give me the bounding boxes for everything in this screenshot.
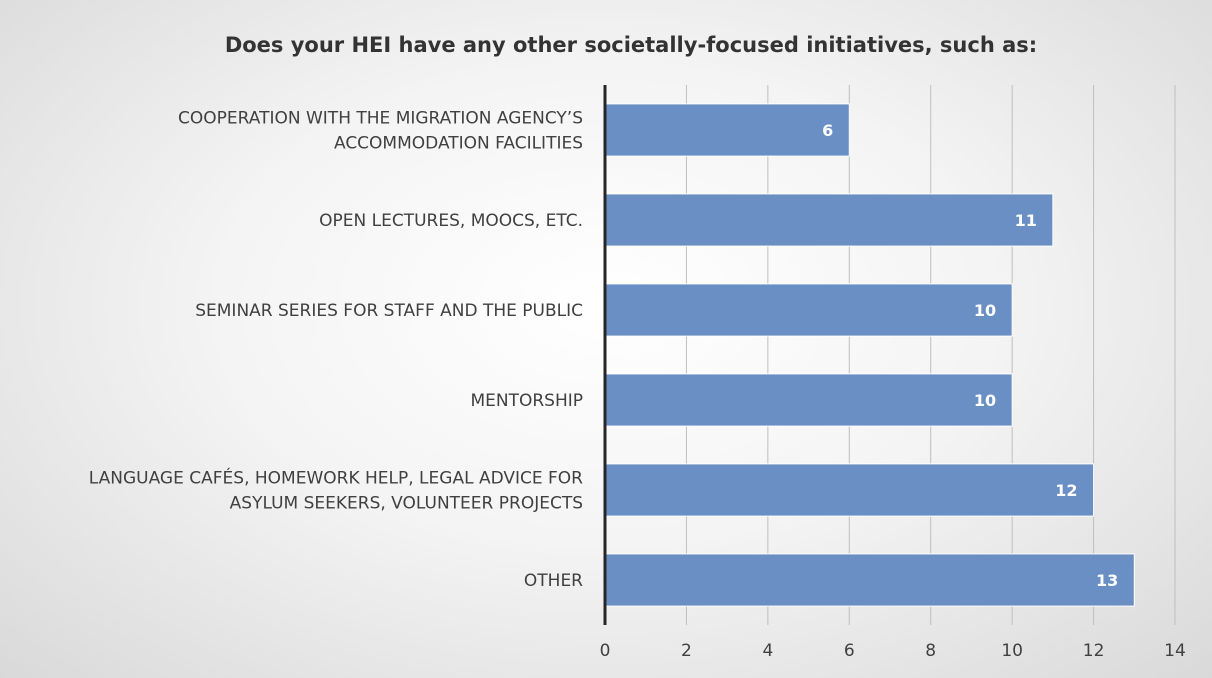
category-label-0-line-1: ACCOMMODATION FACILITIES	[334, 134, 583, 154]
category-label-2: SEMINAR SERIES FOR STAFF AND THE PUBLIC	[195, 301, 583, 321]
bar-0	[604, 103, 850, 157]
category-label-4-line-1: ASYLUM SEEKERS, VOLUNTEER PROJECTS	[230, 494, 583, 514]
data-label-2: 10	[974, 301, 996, 320]
data-label-4: 12	[1055, 481, 1077, 500]
category-label-5-line-0: OTHER	[524, 571, 583, 591]
category-label-5: OTHER	[524, 571, 583, 591]
bar-3	[604, 373, 1013, 427]
x-tick-label-8: 8	[925, 641, 936, 661]
bars	[604, 103, 1135, 607]
category-labels: COOPERATION WITH THE MIGRATION AGENCY’S A…	[89, 109, 583, 592]
data-label-0: 6	[822, 121, 833, 140]
bar-5	[604, 553, 1135, 607]
data-label-3: 10	[974, 391, 996, 410]
x-tick-label-6: 6	[844, 641, 855, 661]
x-tick-label-0: 0	[600, 641, 611, 661]
x-tick-labels: 0 2 4 6 8 10 12 14	[600, 641, 1186, 661]
category-label-0: COOPERATION WITH THE MIGRATION AGENCY’S A…	[178, 109, 583, 154]
data-label-5: 13	[1096, 571, 1118, 590]
data-label-1: 11	[1015, 211, 1037, 230]
category-label-3-line-0: MENTORSHIP	[470, 391, 583, 411]
grid-lines	[685, 85, 1176, 625]
bar-1	[604, 193, 1054, 247]
category-label-3: MENTORSHIP	[470, 391, 583, 411]
bar-4	[604, 463, 1095, 517]
category-label-1-line-0: OPEN LECTURES, MOOCS, ETC.	[319, 211, 583, 231]
category-label-0-line-0: COOPERATION WITH THE MIGRATION AGENCY’S	[178, 109, 583, 129]
x-tick-label-2: 2	[681, 641, 692, 661]
bar-2	[604, 283, 1013, 337]
x-tick-label-4: 4	[762, 641, 773, 661]
data-labels: 6 11 10 10 12 13	[822, 121, 1118, 590]
x-tick-label-10: 10	[1001, 641, 1023, 661]
category-label-2-line-0: SEMINAR SERIES FOR STAFF AND THE PUBLIC	[195, 301, 583, 321]
category-label-4-line-0: LANGUAGE CAFÉS, HOMEWORK HELP, LEGAL ADV…	[89, 467, 583, 489]
category-label-1: OPEN LECTURES, MOOCS, ETC.	[319, 211, 583, 231]
x-tick-label-12: 12	[1083, 641, 1105, 661]
category-label-4: LANGUAGE CAFÉS, HOMEWORK HELP, LEGAL ADV…	[89, 467, 583, 514]
chart-title: Does your HEI have any other societally-…	[225, 33, 1037, 57]
x-tick-label-14: 14	[1164, 641, 1186, 661]
